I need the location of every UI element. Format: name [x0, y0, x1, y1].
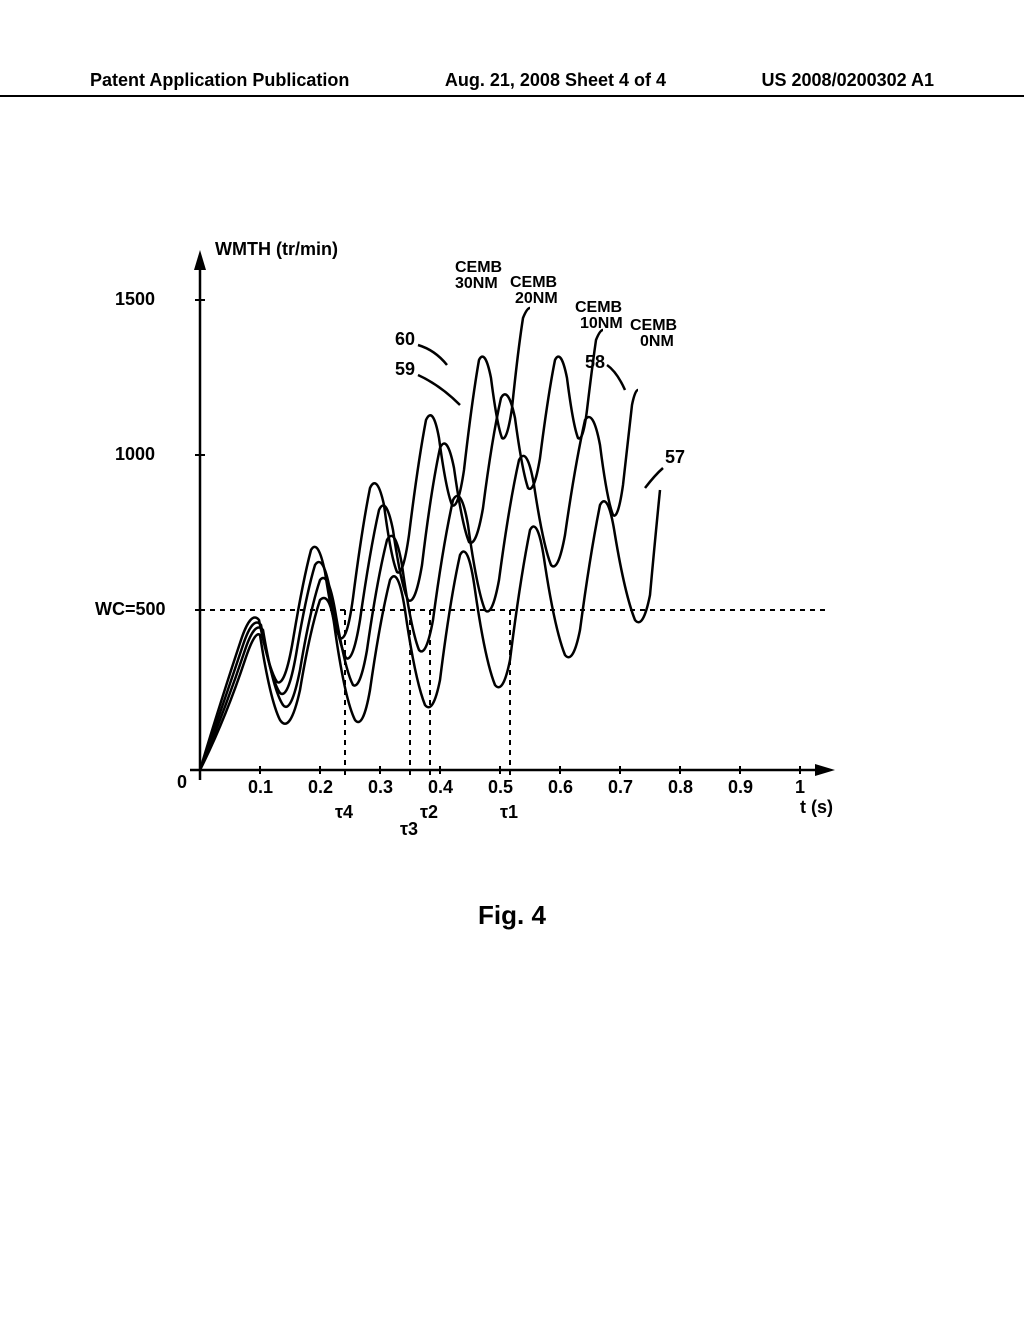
svg-text:0.7: 0.7: [608, 777, 633, 797]
chart: 1500 1000 WC=500 0 0.1 0.2 0.3 0.4 0.5 0…: [135, 290, 855, 870]
svg-text:0.1: 0.1: [248, 777, 273, 797]
label-cemb-10: CEMB: [575, 299, 622, 316]
svg-text:0.2: 0.2: [308, 777, 333, 797]
figure-caption: Fig. 4: [0, 900, 1024, 931]
svg-text:0.5: 0.5: [488, 777, 513, 797]
xaxis-label: t (s): [800, 797, 833, 817]
svg-text:1: 1: [795, 777, 805, 797]
ytick-1500: 1500: [115, 289, 155, 309]
svg-text:0.4: 0.4: [428, 777, 453, 797]
label-cemb-0: CEMB: [630, 317, 677, 334]
ytick-0: 0: [177, 772, 187, 792]
svg-text:τ2: τ2: [420, 802, 438, 822]
ref-58: 58: [585, 352, 605, 372]
ref-60: 60: [395, 329, 415, 349]
ref-57: 57: [665, 447, 685, 467]
svg-text:0NM: 0NM: [640, 333, 674, 350]
curve-60: [200, 308, 530, 770]
svg-text:30NM: 30NM: [455, 275, 498, 292]
ytick-wc: WC=500: [95, 599, 166, 619]
svg-text:20NM: 20NM: [515, 290, 558, 307]
svg-text:10NM: 10NM: [580, 315, 623, 332]
header-left: Patent Application Publication: [90, 70, 349, 91]
header-center: Aug. 21, 2008 Sheet 4 of 4: [445, 70, 666, 91]
svg-text:τ4: τ4: [335, 802, 353, 822]
svg-text:0.3: 0.3: [368, 777, 393, 797]
ref-59: 59: [395, 359, 415, 379]
label-cemb-30: CEMB: [455, 259, 502, 276]
svg-text:0.8: 0.8: [668, 777, 693, 797]
ytick-1000: 1000: [115, 444, 155, 464]
svg-text:τ1: τ1: [500, 802, 518, 822]
label-cemb-20: CEMB: [510, 274, 557, 291]
yaxis-label: WMTH (tr/min): [215, 239, 338, 259]
svg-text:τ3: τ3: [400, 819, 418, 839]
svg-text:0.6: 0.6: [548, 777, 573, 797]
svg-text:0.9: 0.9: [728, 777, 753, 797]
header-right: US 2008/0200302 A1: [762, 70, 934, 91]
